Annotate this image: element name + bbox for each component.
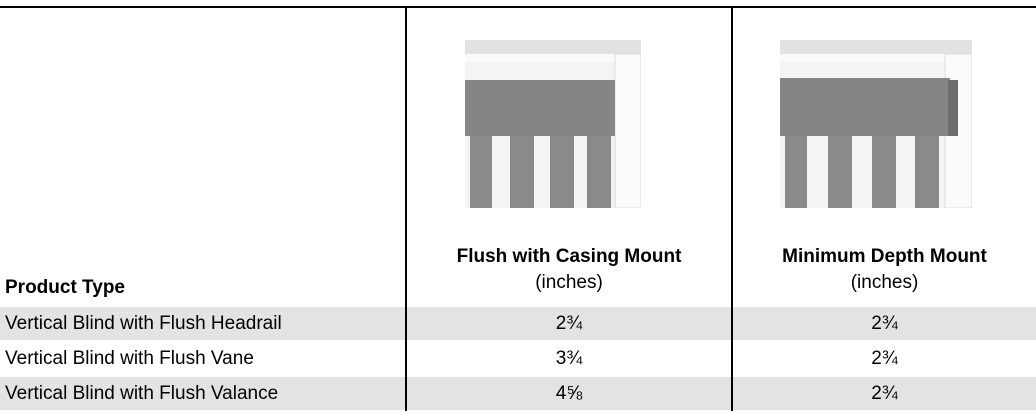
top-border [0, 6, 1036, 8]
column-unit: (inches) [733, 272, 1036, 294]
page: Vertical Blind with Flush Headrail2¾2¾Ve… [0, 0, 1036, 411]
table-cell: Vertical Blind with Flush Valance [5, 377, 405, 410]
table-cell: 3¾ [407, 342, 731, 375]
table-cell: 2¾ [733, 307, 1036, 340]
mount-photo [780, 40, 972, 208]
table-cell: Vertical Blind with Flush Vane [5, 342, 405, 375]
table-cell: 2¾ [733, 377, 1036, 410]
table-cell: 4⅝ [407, 377, 731, 410]
column-divider [731, 6, 733, 411]
column-unit: (inches) [407, 272, 731, 294]
table-cell: 2¾ [407, 307, 731, 340]
table-cell: 2¾ [733, 342, 1036, 375]
mount-photo [465, 40, 641, 208]
column-header: Flush with Casing Mount [407, 246, 731, 268]
table-cell: Vertical Blind with Flush Headrail [5, 307, 405, 340]
column-divider [405, 6, 407, 411]
column-header: Minimum Depth Mount [733, 246, 1036, 268]
column-header: Product Type [5, 277, 125, 299]
